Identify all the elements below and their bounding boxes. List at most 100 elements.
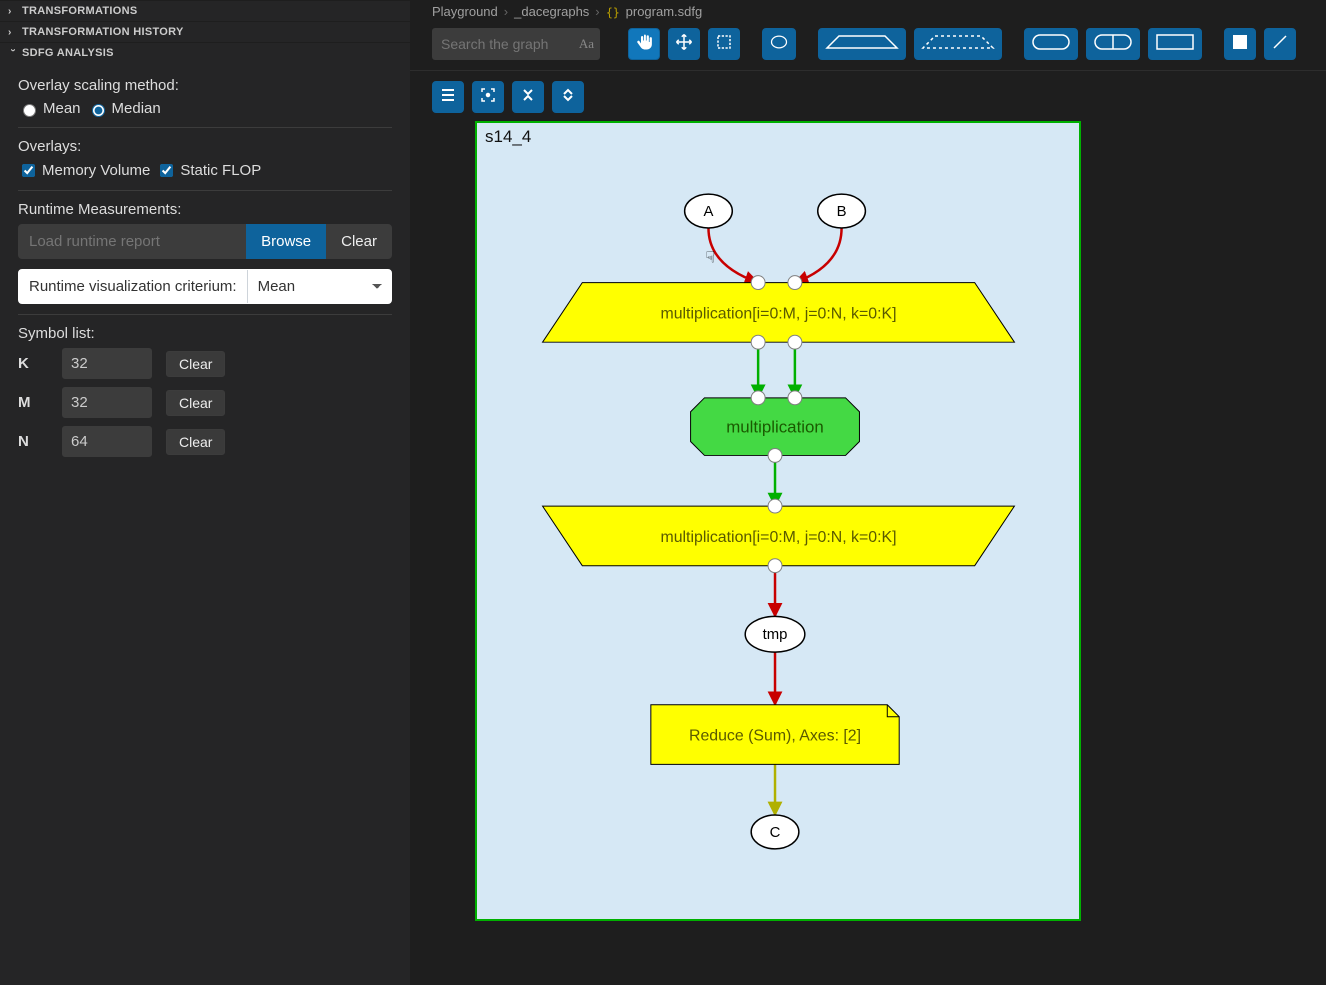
fit-button[interactable] (472, 81, 504, 113)
overlays-options: Memory Volume Static FLOP (18, 161, 392, 180)
second-toolbar (410, 71, 1326, 121)
graph-svg: A Bmultiplication[i=0:M, j=0:N, k=0:K] mul… (477, 123, 1079, 919)
svg-text:☟: ☟ (705, 249, 715, 266)
runtime-meas-label: Runtime Measurements: (18, 201, 392, 218)
symbol-row-n: N Clear (18, 426, 392, 457)
expand-vert-icon (559, 86, 577, 107)
svg-text:A: A (703, 204, 713, 220)
move-tool[interactable] (668, 28, 700, 60)
crumb-program[interactable]: program.sdfg (626, 4, 703, 19)
top-toolbar: Aa (410, 24, 1326, 71)
breadcrumb: Playground › _dacegraphs › {} program.sd… (410, 0, 1326, 24)
main-area: Playground › _dacegraphs › {} program.sd… (410, 0, 1326, 985)
shape-square[interactable] (1224, 28, 1256, 60)
canvas[interactable]: s14_4 ABmultiplication[i=0:M, j=0:N, k=0… (410, 121, 1326, 985)
criterium-select[interactable]: Mean (247, 270, 391, 303)
panel-title: TRANSFORMATION HISTORY (22, 26, 184, 38)
svg-text:C: C (770, 824, 781, 840)
symbol-row-m: M Clear (18, 387, 392, 418)
panel-title: SDFG ANALYSIS (22, 47, 114, 59)
move-icon (675, 33, 693, 54)
shape-stadium[interactable] (1086, 28, 1140, 60)
svg-text:multiplication[i=0:M, j=0:N, k: multiplication[i=0:M, j=0:N, k=0:K] (660, 305, 896, 322)
menu-icon (439, 86, 457, 107)
check-label: Memory Volume (42, 162, 150, 179)
expand-button[interactable] (552, 81, 584, 113)
shape-trapezoid[interactable] (818, 28, 906, 60)
radio-mean[interactable]: Mean (18, 100, 81, 117)
radio-median[interactable]: Median (87, 100, 161, 117)
breadcrumb-sep: › (595, 4, 599, 19)
check-memory-volume[interactable]: Memory Volume (18, 161, 150, 180)
shape-ellipse[interactable] (762, 28, 796, 60)
clear-button[interactable]: Clear (326, 224, 392, 259)
crumb-playground[interactable]: Playground (432, 4, 498, 19)
shape-rounded-rect[interactable] (1024, 28, 1078, 60)
symbol-name: N (18, 433, 48, 450)
check-label: Static FLOP (180, 162, 261, 179)
symbol-clear-button[interactable]: Clear (166, 429, 225, 455)
radio-label: Mean (43, 100, 81, 117)
radio-label: Median (112, 100, 161, 117)
symbol-name: K (18, 355, 48, 372)
runtime-report-input[interactable] (18, 224, 246, 259)
dashed-trapezoid-icon (921, 33, 995, 54)
criterium-label: Runtime visualization criterium: (19, 270, 247, 303)
overlay-scaling-options: Mean Median (18, 100, 392, 117)
svg-text:B: B (837, 204, 847, 220)
runtime-report-row: Browse Clear (18, 224, 392, 259)
svg-text:multiplication[i=0:M, j=0:N, k: multiplication[i=0:M, j=0:N, k=0:K] (660, 528, 896, 545)
ellipse-icon (769, 33, 789, 54)
search-input[interactable] (432, 28, 600, 60)
pan-tool[interactable] (628, 28, 660, 60)
crumb-dacegraphs[interactable]: _dacegraphs (514, 4, 589, 19)
select-tool[interactable] (708, 28, 740, 60)
fit-screen-icon (479, 86, 497, 107)
square-icon (1231, 33, 1249, 54)
svg-text:multiplication: multiplication (726, 417, 824, 436)
symbol-clear-button[interactable]: Clear (166, 390, 225, 416)
panel-analysis[interactable]: › SDFG ANALYSIS (0, 42, 410, 63)
overlay-scaling-label: Overlay scaling method: (18, 77, 392, 94)
trapezoid-icon (825, 33, 899, 54)
chevron-right-icon: › (8, 27, 18, 38)
symbol-value-input[interactable] (62, 426, 152, 457)
case-toggle-icon[interactable]: Aa (579, 36, 594, 52)
symbol-value-input[interactable] (62, 348, 152, 379)
svg-text:{}: {} (606, 6, 620, 20)
shape-edge[interactable] (1264, 28, 1296, 60)
criterium-row: Runtime visualization criterium: Mean (18, 269, 392, 304)
rounded-rect-icon (1031, 33, 1071, 54)
svg-text:Reduce (Sum), Axes: [2]: Reduce (Sum), Axes: [2] (689, 727, 861, 744)
graph-state[interactable]: s14_4 ABmultiplication[i=0:M, j=0:N, k=0… (475, 121, 1081, 921)
braces-icon: {} (606, 4, 620, 20)
symbol-name: M (18, 394, 48, 411)
collapse-vert-icon (519, 86, 537, 107)
panel-analysis-body: Overlay scaling method: Mean Median Over… (0, 63, 410, 477)
symbol-row-k: K Clear (18, 348, 392, 379)
box-select-icon (715, 33, 733, 54)
browse-button[interactable]: Browse (246, 224, 326, 259)
menu-button[interactable] (432, 81, 464, 113)
symbol-clear-button[interactable]: Clear (166, 351, 225, 377)
overlays-label: Overlays: (18, 138, 392, 155)
shape-rect[interactable] (1148, 28, 1202, 60)
rect-icon (1155, 33, 1195, 54)
chevron-down-icon: › (8, 48, 19, 58)
hand-icon (635, 33, 653, 54)
collapse-button[interactable] (512, 81, 544, 113)
chevron-right-icon: › (8, 6, 18, 17)
check-static-flop[interactable]: Static FLOP (156, 161, 261, 180)
svg-text:tmp: tmp (763, 627, 788, 643)
breadcrumb-sep: › (504, 4, 508, 19)
search-wrap: Aa (432, 28, 600, 60)
shape-dashed-trapezoid[interactable] (914, 28, 1002, 60)
stadium-icon (1093, 33, 1133, 54)
panel-history[interactable]: › TRANSFORMATION HISTORY (0, 21, 410, 42)
panel-title: TRANSFORMATIONS (22, 5, 138, 17)
sidebar: › TRANSFORMATIONS › TRANSFORMATION HISTO… (0, 0, 410, 985)
symbol-value-input[interactable] (62, 387, 152, 418)
edge-icon (1271, 33, 1289, 54)
panel-transformations[interactable]: › TRANSFORMATIONS (0, 0, 410, 21)
symbol-list-label: Symbol list: (18, 325, 392, 342)
